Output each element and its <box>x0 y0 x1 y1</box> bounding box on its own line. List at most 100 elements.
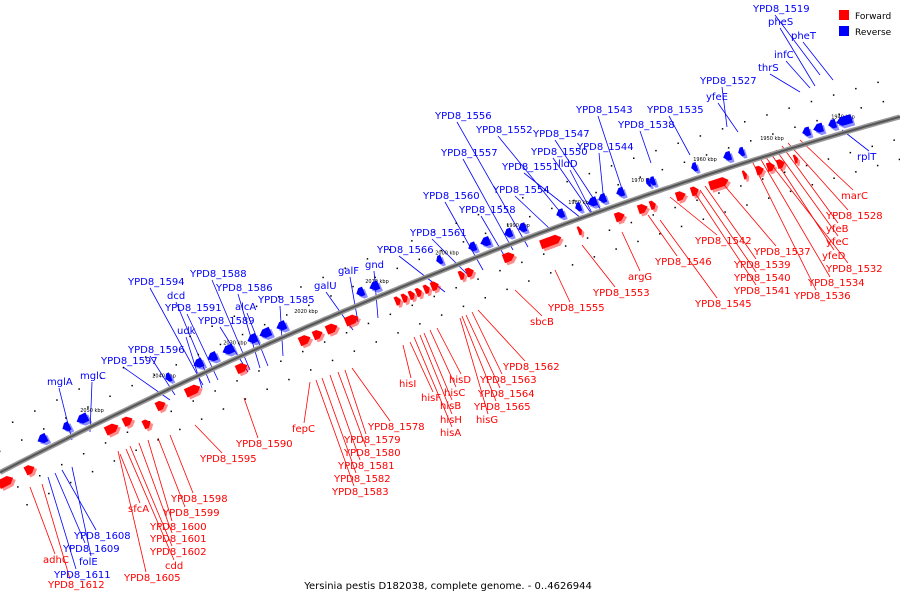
dot-fwd-inner <box>330 295 332 297</box>
gene-reverse <box>480 236 494 249</box>
gene-forward <box>539 234 564 252</box>
gene-reverse <box>738 146 748 159</box>
forward-connector <box>759 157 831 278</box>
gene-forward <box>648 200 659 213</box>
reverse-label: YPD8_1566 <box>376 245 434 256</box>
forward-connector <box>169 434 194 494</box>
gene-reverse <box>723 150 735 164</box>
dot-rev-outer <box>593 256 596 258</box>
dot-rev-inner <box>61 463 63 466</box>
scale-tick-label: 1960 kbp <box>693 157 717 163</box>
reverse-label: YPD8_1543 <box>575 105 633 116</box>
dot-rev-outer <box>702 218 705 220</box>
gene-forward <box>576 226 585 238</box>
dot-fwd-outer <box>278 295 280 298</box>
dot-fwd-outer <box>633 157 635 159</box>
dot-fwd-outer <box>411 240 413 242</box>
dot-rev-outer <box>222 408 225 410</box>
forward-connector <box>787 142 849 211</box>
dot-rev-inner <box>608 229 611 231</box>
dot-fwd-inner <box>87 406 89 408</box>
reverse-connector <box>769 73 801 93</box>
reverse-connector <box>456 121 529 248</box>
dot-rev-inner <box>82 453 85 455</box>
forward-connector <box>303 381 311 424</box>
gene-reverse <box>62 421 75 434</box>
forward-label: YPD8_1581 <box>337 461 395 472</box>
reverse-label: YPD8_1538 <box>617 120 675 131</box>
dot-fwd-outer <box>721 128 724 130</box>
dot-fwd-inner <box>860 107 862 109</box>
forward-connector <box>723 184 777 247</box>
gene-forward <box>792 154 801 167</box>
dot-fwd-inner <box>43 428 45 430</box>
dot-rev-outer <box>768 197 770 199</box>
reverse-label: mglC <box>80 371 106 382</box>
gene-forward <box>464 267 477 280</box>
reverse-label: YPD8_1588 <box>189 269 247 280</box>
dot-fwd-outer <box>566 180 568 183</box>
scale-tick-label: 1990 kbp <box>506 223 530 229</box>
forward-connector <box>581 244 616 288</box>
dot-rev-outer <box>200 418 203 420</box>
reverse-connector <box>597 115 624 193</box>
gene-forward <box>765 162 778 175</box>
forward-connector <box>461 315 497 402</box>
dot-fwd-outer <box>832 94 835 96</box>
dot-rev-inner <box>477 278 479 280</box>
dot-rev-inner <box>783 171 786 173</box>
dot-fwd-outer <box>233 315 236 317</box>
reverse-connector <box>185 336 203 389</box>
reverse-label: alcA <box>235 302 256 313</box>
reverse-connector <box>237 293 261 369</box>
forward-label: YPD8_1555 <box>547 303 605 314</box>
dot-fwd-outer <box>189 335 191 338</box>
dot-rev-inner <box>280 360 282 362</box>
forward-label: YPD8_1565 <box>473 402 531 413</box>
gene-reverse <box>813 122 827 136</box>
dot-rev-outer <box>310 369 312 371</box>
dot-fwd-outer <box>34 410 36 412</box>
scale-tick-label: 1970 kbp <box>631 178 655 184</box>
dot-fwd-inner <box>727 147 730 149</box>
dot-rev-outer <box>157 439 159 441</box>
forward-label: YPD8_1601 <box>149 534 207 545</box>
dot-fwd-inner <box>396 267 398 270</box>
forward-connector <box>423 332 453 401</box>
forward-label: marC <box>841 191 868 202</box>
dot-fwd-outer <box>455 222 457 224</box>
dot-rev-outer <box>440 314 443 316</box>
dot-rev-outer <box>746 204 748 206</box>
reverse-connector <box>552 157 592 214</box>
dot-fwd-outer <box>855 87 857 90</box>
dot-rev-outer <box>876 164 879 167</box>
scale-tick-label: 1980 kbp <box>568 200 592 206</box>
reverse-label: YPD8_1596 <box>127 345 185 356</box>
dot-rev-outer <box>484 297 486 299</box>
dot-fwd-inner <box>750 140 752 142</box>
reverse-connector <box>514 195 551 230</box>
gene-reverse <box>587 196 601 209</box>
forward-label: YPD8_1536 <box>793 291 851 302</box>
forward-connector <box>751 160 817 291</box>
reverse-connector <box>373 270 379 319</box>
dot-fwd-inner <box>617 184 619 186</box>
reverse-label: YPD8_1561 <box>409 228 467 239</box>
dot-fwd-outer <box>655 149 657 152</box>
dot-rev-outer <box>855 171 857 173</box>
dot-rev-inner <box>455 287 457 289</box>
dot-fwd-inner <box>131 384 133 387</box>
gene-forward <box>708 177 731 193</box>
dot-rev-inner <box>17 486 19 488</box>
dot-fwd-outer <box>610 165 613 167</box>
dot-fwd-outer <box>56 399 58 401</box>
reverse-connector <box>639 130 652 164</box>
dot-rev-inner <box>652 214 654 216</box>
forward-label: YPD8_1541 <box>733 286 791 297</box>
dot-rev-outer <box>135 449 137 451</box>
gene-reverse <box>165 372 176 384</box>
dot-rev-inner <box>323 341 326 343</box>
dot-fwd-inner <box>65 417 67 419</box>
reverse-label: galF <box>338 266 359 277</box>
dot-fwd-outer <box>877 81 879 84</box>
